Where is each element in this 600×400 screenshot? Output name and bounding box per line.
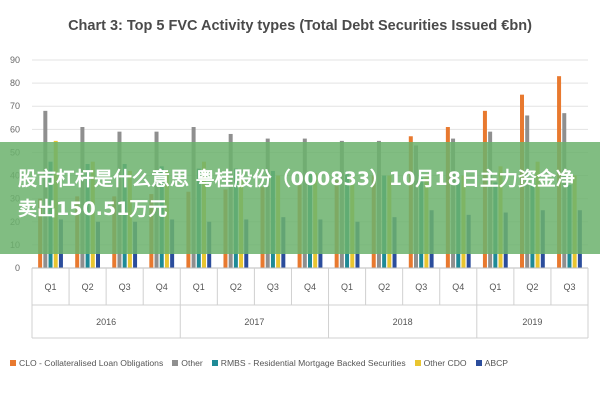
x-tick-label: Q2 [378, 282, 390, 292]
legend-swatch [211, 360, 218, 366]
legend-swatch [172, 360, 179, 366]
y-tick-label: 60 [10, 124, 20, 134]
x-axis: Q1 Q2 Q3 Q4 Q1 Q2 Q3 Q4 Q1 Q2 Q3 Q4 Q1 Q2 Q3 2016 2017 20… [31, 267, 589, 339]
legend-label: RMBS - Residential Mortgage Backed Secur… [220, 358, 406, 368]
legend: CLO - Collateralised Loan Obligations Oth… [10, 354, 595, 372]
legend-swatch [475, 360, 482, 366]
x-group-label: 2016 [96, 317, 116, 327]
y-tick-label: 80 [10, 78, 20, 88]
x-tick-label: Q1 [489, 282, 501, 292]
legend-label: ABCP [484, 358, 509, 368]
legend-swatch [414, 360, 421, 366]
y-tick-label: 0 [15, 263, 20, 273]
x-tick-label: Q3 [119, 282, 131, 292]
x-tick-label: Q4 [304, 282, 316, 292]
x-tick-label: Q2 [230, 282, 242, 292]
x-group-label: 2019 [522, 317, 542, 327]
chart-title: Chart 3: Top 5 FVC Activity types (Total… [68, 18, 532, 34]
legend-label: Other CDO [423, 358, 467, 368]
overlay-banner: 股市杠杆是什么意思 粤桂股份（000833）10月18日主力资金净卖出150.5… [0, 142, 600, 254]
overlay-banner-text: 股市杠杆是什么意思 粤桂股份（000833）10月18日主力资金净卖出150.5… [18, 168, 575, 220]
legend-item: ABCP [475, 358, 509, 368]
legend-label: CLO - Collateralised Loan Obligations [19, 358, 164, 368]
legend-item: Other CDO [414, 358, 467, 368]
legend-item: RMBS - Residential Mortgage Backed Secur… [211, 358, 406, 368]
legend-item: Other [172, 358, 203, 368]
x-tick-label: Q2 [526, 282, 538, 292]
legend-label: Other [181, 358, 203, 368]
x-group-label: 2018 [393, 317, 413, 327]
legend-swatch [10, 360, 16, 366]
y-tick-label: 90 [10, 55, 20, 65]
x-tick-label: Q4 [156, 282, 168, 292]
x-tick-label: Q1 [45, 282, 57, 292]
x-group-label: 2017 [244, 317, 264, 327]
x-tick-label: Q3 [415, 282, 427, 292]
legend-item: CLO - Collateralised Loan Obligations [10, 358, 163, 368]
x-tick-label: Q3 [563, 282, 575, 292]
x-tick-label: Q4 [452, 282, 464, 292]
x-tick-label: Q2 [82, 282, 94, 292]
x-tick-label: Q1 [193, 282, 205, 292]
y-tick-label: 70 [10, 101, 20, 111]
x-tick-label: Q1 [341, 282, 353, 292]
x-tick-label: Q3 [267, 282, 279, 292]
